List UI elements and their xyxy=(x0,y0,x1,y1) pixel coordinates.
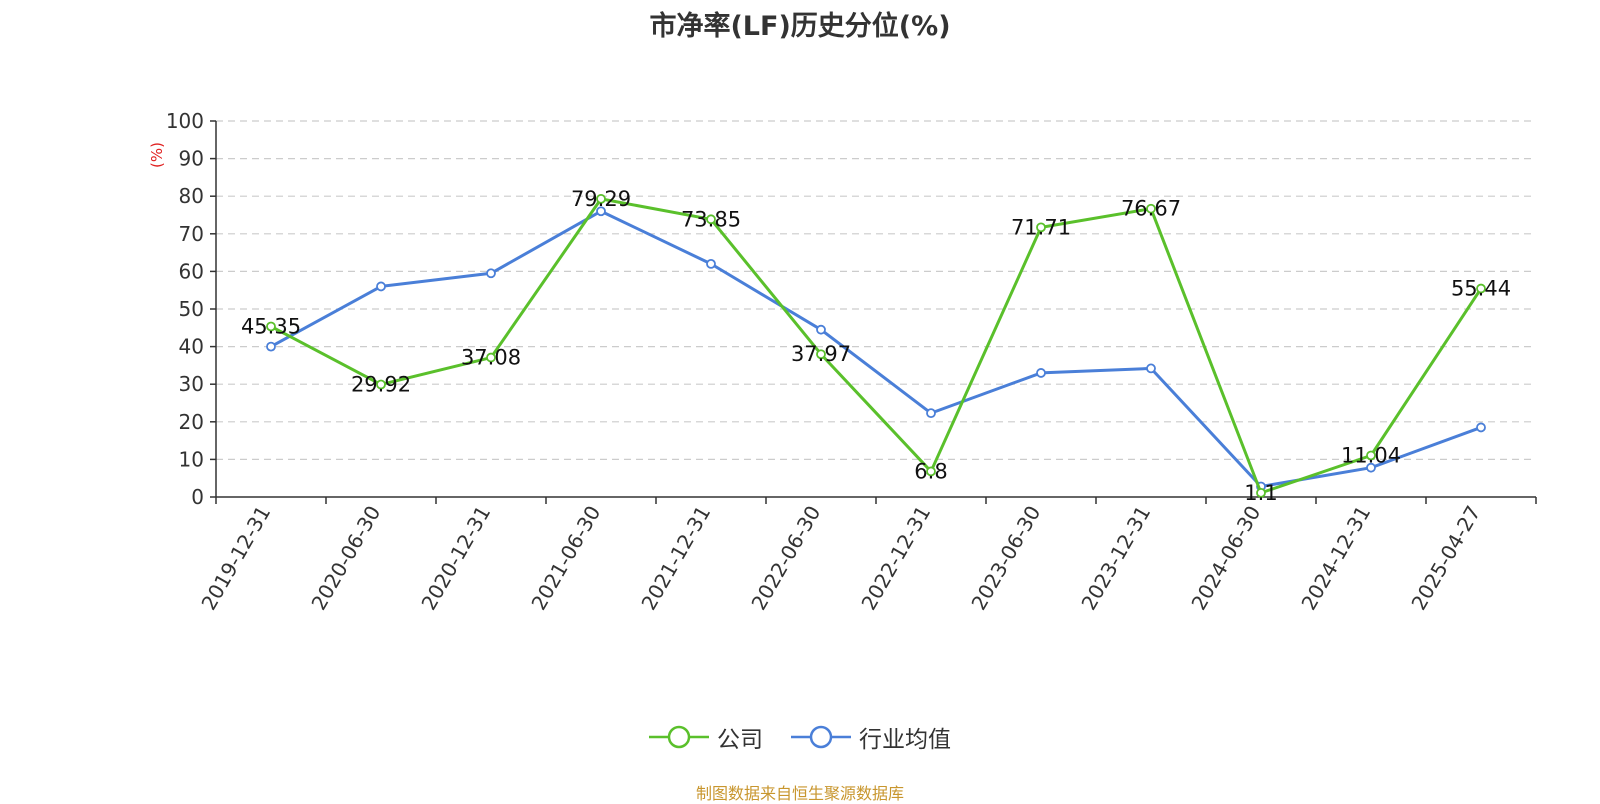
x-tick-label: 2023-06-30 xyxy=(966,502,1045,615)
series-point-1 xyxy=(1036,368,1046,378)
data-label: 11.04 xyxy=(1341,443,1401,467)
grid-layer xyxy=(216,120,1536,460)
series-point-0 xyxy=(706,214,716,225)
legend-industry-average-label: 行业均值 xyxy=(859,727,951,753)
series-point-0 xyxy=(596,193,606,204)
series-point-0 xyxy=(1256,487,1266,498)
series-point-0 xyxy=(266,321,276,332)
x-tick-label: 2021-06-30 xyxy=(526,502,605,615)
data-label: 76.67 xyxy=(1121,197,1181,221)
x-tick-label: 2019-12-31 xyxy=(196,502,275,615)
series-layer xyxy=(266,193,1486,498)
y-tick-label: 50 xyxy=(179,297,204,321)
series-point-1 xyxy=(706,258,716,269)
y-tick-label: 70 xyxy=(179,222,204,246)
y-tick-label: 20 xyxy=(179,410,204,434)
y-tick-label: 90 xyxy=(179,147,204,171)
y-axis-unit: (%) xyxy=(148,142,166,168)
x-tick-label: 2021-12-31 xyxy=(636,502,715,615)
series-point-1 xyxy=(816,324,826,335)
x-tick-label: 2022-12-31 xyxy=(856,502,935,615)
data-label: 37.97 xyxy=(791,342,851,366)
data-label: 1.1 xyxy=(1244,481,1277,505)
legend: 公司 行业均值 xyxy=(0,720,1600,754)
chart-title: 市净率(LF)历史分位(%) xyxy=(649,11,951,42)
y-tick-label: 30 xyxy=(179,372,204,396)
series-point-1 xyxy=(266,341,276,352)
x-tick-label: 2024-12-31 xyxy=(1296,502,1375,615)
series-point-1 xyxy=(1146,363,1156,374)
y-tick-label: 0 xyxy=(191,485,204,509)
series-point-1 xyxy=(1476,422,1486,433)
data-label: 37.08 xyxy=(461,346,521,370)
x-tick-label: 2025-04-27 xyxy=(1406,502,1485,615)
series-point-1 xyxy=(1366,462,1376,473)
x-tick-label: 2020-06-30 xyxy=(306,502,385,615)
y-tick-label: 100 xyxy=(166,109,204,133)
y-tick-label: 10 xyxy=(179,447,204,471)
series-point-1 xyxy=(596,206,606,217)
series-point-0 xyxy=(1146,203,1156,214)
series-point-0 xyxy=(816,349,826,360)
data-label: 55.44 xyxy=(1451,277,1511,301)
series-line-0 xyxy=(270,197,1483,495)
legend-company-icon xyxy=(649,725,709,749)
x-tick-label: 2023-12-31 xyxy=(1076,502,1155,615)
series-point-0 xyxy=(1366,450,1376,461)
series-line-1 xyxy=(270,209,1482,488)
series-point-0 xyxy=(1036,222,1046,233)
data-label: 71.71 xyxy=(1011,215,1071,239)
data-label: 45.35 xyxy=(241,314,301,338)
x-tick-label: 2020-12-31 xyxy=(416,502,495,615)
x-tick-label: 2024-06-30 xyxy=(1186,502,1265,615)
data-label: 6.8 xyxy=(914,459,947,483)
y-tick-label: 60 xyxy=(179,259,204,283)
legend-company-label: 公司 xyxy=(717,727,763,753)
x-tick-label: 2022-06-30 xyxy=(746,502,825,615)
data-label: 73.85 xyxy=(681,207,741,231)
series-point-0 xyxy=(486,352,496,363)
series-point-0 xyxy=(926,466,936,477)
series-point-0 xyxy=(1476,283,1486,294)
y-tick-label: 80 xyxy=(179,184,204,208)
legend-industry-average-icon xyxy=(791,725,851,749)
legend-item-company[interactable]: 公司 xyxy=(649,720,763,754)
series-point-0 xyxy=(376,379,386,390)
y-tick-label: 40 xyxy=(179,335,204,359)
series-point-1 xyxy=(486,268,496,279)
series-point-1 xyxy=(926,408,936,419)
data-label: 79.29 xyxy=(571,187,631,211)
label-layer: 45.35 29.92 37.08 79.29 73.85 37.97 6.8 71.71 76… xyxy=(241,187,1511,505)
series-point-1 xyxy=(376,281,386,292)
legend-item-industry-average[interactable]: 行业均值 xyxy=(791,720,951,754)
data-label: 29.92 xyxy=(351,373,411,397)
data-source-note: 制图数据来自恒生聚源数据库 xyxy=(695,784,904,803)
